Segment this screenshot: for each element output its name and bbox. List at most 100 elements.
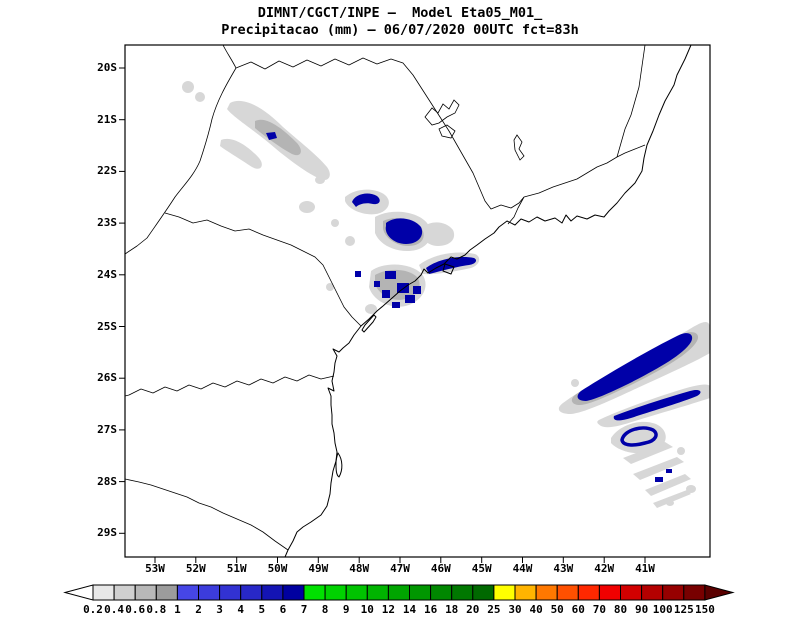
colorbar-label: 100 bbox=[653, 603, 673, 616]
lon-tick-label: 46W bbox=[430, 562, 451, 575]
colorbar-segment bbox=[113, 584, 136, 601]
precip-blue bbox=[577, 333, 693, 401]
precip-blue bbox=[385, 218, 423, 244]
precip-light-gray bbox=[686, 485, 696, 493]
lat-tick-label: 23S bbox=[97, 216, 117, 230]
precip-light-gray bbox=[422, 222, 455, 246]
state-border bbox=[235, 57, 525, 210]
map-plot-area bbox=[119, 44, 711, 563]
plot-title: DIMNT/CGCT/INPE — Model Eta05_M01_ Preci… bbox=[0, 5, 800, 39]
lon-tick-label: 49W bbox=[308, 562, 329, 575]
colorbar-segment bbox=[387, 584, 410, 601]
precip-light-gray bbox=[666, 500, 674, 506]
precip-light-gray bbox=[633, 457, 684, 480]
colorbar-segment bbox=[683, 584, 706, 601]
state-border bbox=[616, 44, 646, 158]
precip-mid-gray bbox=[255, 119, 301, 156]
colorbar-segment bbox=[134, 584, 157, 601]
lake-outline bbox=[513, 134, 525, 161]
colorbar-arrow-left bbox=[63, 584, 94, 601]
precip-blue bbox=[613, 389, 701, 421]
colorbar-label: 8 bbox=[322, 603, 329, 616]
colorbar-label: 3 bbox=[216, 603, 223, 616]
title-line-1: DIMNT/CGCT/INPE — Model Eta05_M01_ bbox=[257, 5, 543, 21]
lat-tick-label: 27S bbox=[97, 422, 117, 436]
colorbar-label: 0.2 bbox=[83, 603, 103, 616]
colorbar-segment bbox=[662, 584, 685, 601]
colorbar-segment bbox=[556, 584, 579, 601]
colorbar-segment bbox=[92, 584, 115, 601]
lake-outline bbox=[424, 99, 460, 126]
lon-tick-label: 50W bbox=[267, 562, 288, 575]
lat-tick-label: 29S bbox=[97, 526, 117, 540]
precip-light-gray bbox=[677, 447, 685, 455]
precip-light-gray bbox=[365, 304, 377, 314]
colorbar-label: 70 bbox=[593, 603, 606, 616]
colorbar-label: 90 bbox=[635, 603, 648, 616]
coastline bbox=[361, 314, 377, 333]
colorbar-label: 5 bbox=[258, 603, 265, 616]
precip-light-gray bbox=[326, 283, 334, 291]
colorbar-label: 60 bbox=[572, 603, 585, 616]
colorbar-segment bbox=[261, 584, 284, 601]
state-border bbox=[523, 144, 646, 198]
lon-tick-label: 42W bbox=[594, 562, 615, 575]
precipitation-colorbar: 0.2 0.4 0.6 0.8 1 2 3 4 5 6 7 8 9 10 12 14 16 18 20 25 30 40 5… bbox=[63, 584, 735, 616]
precip-light-gray bbox=[220, 138, 262, 169]
lat-tick-label: 20S bbox=[97, 61, 117, 74]
colorbar-label: 10 bbox=[361, 603, 374, 616]
colorbar-label: 7 bbox=[301, 603, 308, 616]
lon-tick-label: 47W bbox=[390, 562, 410, 575]
precip-blue bbox=[355, 271, 421, 308]
lon-tick-label: 52W bbox=[185, 562, 206, 575]
colorbar-segment bbox=[493, 584, 516, 601]
colorbar-label: 125 bbox=[674, 603, 694, 616]
colorbar-segment bbox=[282, 584, 305, 601]
colorbar-segment bbox=[514, 584, 537, 601]
colorbar-label: 12 bbox=[382, 603, 395, 616]
precip-blue bbox=[266, 132, 277, 140]
lat-tick-label: 25S bbox=[97, 319, 117, 333]
colorbar-label: 16 bbox=[424, 603, 438, 616]
state-border bbox=[164, 212, 362, 327]
colorbar-label: 6 bbox=[280, 603, 287, 616]
lon-tick-label: 41W bbox=[635, 562, 655, 575]
state-border bbox=[507, 196, 525, 225]
precip-light-gray bbox=[331, 219, 339, 227]
colorbar-label: 50 bbox=[551, 603, 564, 616]
colorbar-label: 0.8 bbox=[146, 603, 166, 616]
colorbar-segment bbox=[535, 584, 558, 601]
colorbar-segment bbox=[409, 584, 432, 601]
state-border bbox=[124, 374, 335, 397]
coastline bbox=[442, 263, 455, 275]
state-border bbox=[124, 44, 237, 255]
precip-light-gray bbox=[315, 176, 325, 184]
lon-tick-label: 53W bbox=[145, 562, 165, 575]
colorbar-label: 20 bbox=[466, 603, 479, 616]
colorbar-segment bbox=[240, 584, 263, 601]
colorbar-segment bbox=[324, 584, 347, 601]
lon-tick-label: 43W bbox=[553, 562, 574, 575]
lat-tick-label: 21S bbox=[97, 112, 117, 126]
colorbar-label: 2 bbox=[195, 603, 202, 616]
colorbar-segment bbox=[472, 584, 495, 601]
precip-blue bbox=[352, 193, 380, 207]
coastline bbox=[284, 44, 692, 558]
precip-light-gray bbox=[623, 442, 673, 464]
colorbar-segment bbox=[451, 584, 474, 601]
precip-light-gray bbox=[571, 379, 579, 387]
colorbar-segment bbox=[303, 584, 326, 601]
lat-tick-label: 22S bbox=[97, 164, 117, 178]
colorbar-label: 80 bbox=[614, 603, 627, 616]
colorbar-label: 150 bbox=[695, 603, 715, 616]
colorbar-segment bbox=[198, 584, 221, 601]
colorbar-segment bbox=[176, 584, 199, 601]
colorbar-label: 0.6 bbox=[125, 603, 145, 616]
precip-light-gray bbox=[195, 92, 205, 102]
lat-tick-label: 26S bbox=[97, 371, 117, 385]
precip-light-gray bbox=[645, 474, 691, 496]
colorbar-label: 40 bbox=[529, 603, 542, 616]
precip-blue-ring bbox=[620, 426, 658, 447]
colorbar-segment bbox=[620, 584, 643, 601]
state-border bbox=[124, 478, 289, 551]
